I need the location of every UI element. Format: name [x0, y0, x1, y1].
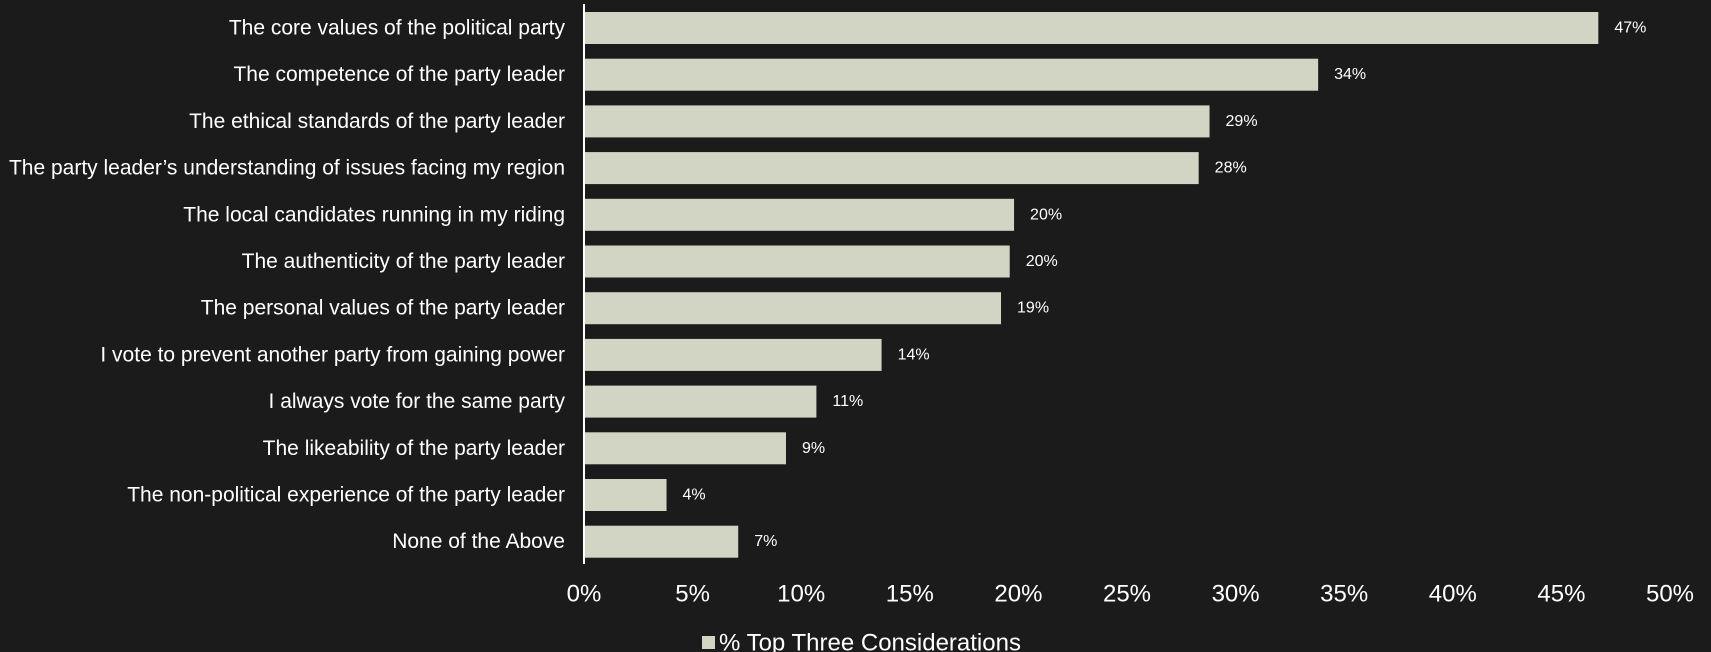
bar	[584, 292, 1002, 325]
x-tick-label: 30%	[1212, 581, 1260, 608]
data-label: 11%	[832, 393, 863, 410]
bar	[584, 198, 1015, 231]
x-tick-label: 25%	[1103, 581, 1151, 608]
data-label: 20%	[1030, 206, 1062, 223]
bars-layer	[584, 12, 1599, 558]
bar	[584, 245, 1010, 278]
x-axis-ticks: 0% 5% 10% 15% 20% 25% 30% 35% 40% 45% 50%	[567, 581, 1694, 608]
x-tick-label: 45%	[1537, 581, 1585, 608]
bar	[584, 58, 1319, 91]
bar	[584, 385, 817, 418]
legend-swatch	[702, 636, 715, 649]
x-tick-label: 40%	[1429, 581, 1477, 608]
bar	[584, 432, 786, 465]
data-label: 19%	[1017, 300, 1049, 317]
data-label: 9%	[802, 440, 825, 457]
bar	[584, 525, 739, 558]
category-label: The ethical standards of the party leade…	[189, 110, 565, 133]
bar	[584, 152, 1199, 185]
data-label: 34%	[1334, 66, 1366, 83]
category-label: The core values of the political party	[229, 17, 566, 40]
data-label: 4%	[683, 487, 706, 504]
x-tick-label: 10%	[777, 581, 825, 608]
data-label: 29%	[1226, 113, 1258, 130]
bar	[584, 12, 1599, 44]
bar	[584, 105, 1210, 138]
category-label: The authenticity of the party leader	[242, 250, 565, 273]
x-tick-label: 35%	[1320, 581, 1368, 608]
x-tick-label: 20%	[994, 581, 1042, 608]
category-label: The non-political experience of the part…	[127, 484, 565, 507]
bar	[584, 479, 667, 511]
data-labels: 47% 34% 29% 28% 20% 20% 19% 14% 11% 9% 4% 7%	[683, 20, 1647, 551]
data-label: 28%	[1215, 160, 1247, 177]
category-label: The personal values of the party leader	[201, 297, 565, 320]
x-tick-label: 50%	[1646, 581, 1694, 608]
category-label: I vote to prevent another party from gai…	[100, 343, 565, 366]
category-labels: The core values of the political party Th…	[9, 17, 566, 554]
legend: % Top Three Considerations	[702, 630, 1021, 652]
category-label: The competence of the party leader	[233, 63, 565, 86]
x-tick-label: 0%	[567, 581, 602, 608]
data-label: 47%	[1614, 20, 1646, 37]
legend-label: % Top Three Considerations	[719, 630, 1021, 652]
data-label: 14%	[898, 346, 930, 363]
category-label: I always vote for the same party	[269, 390, 566, 413]
category-label: None of the Above	[392, 530, 565, 553]
data-label: 20%	[1026, 253, 1058, 270]
category-label: The local candidates running in my ridin…	[183, 203, 565, 226]
category-label: The likeability of the party leader	[263, 437, 565, 460]
data-label: 7%	[754, 533, 777, 550]
category-label: The party leader’s understanding of issu…	[9, 157, 565, 180]
bar	[584, 338, 882, 371]
x-tick-label: 5%	[675, 581, 710, 608]
x-tick-label: 15%	[886, 581, 934, 608]
